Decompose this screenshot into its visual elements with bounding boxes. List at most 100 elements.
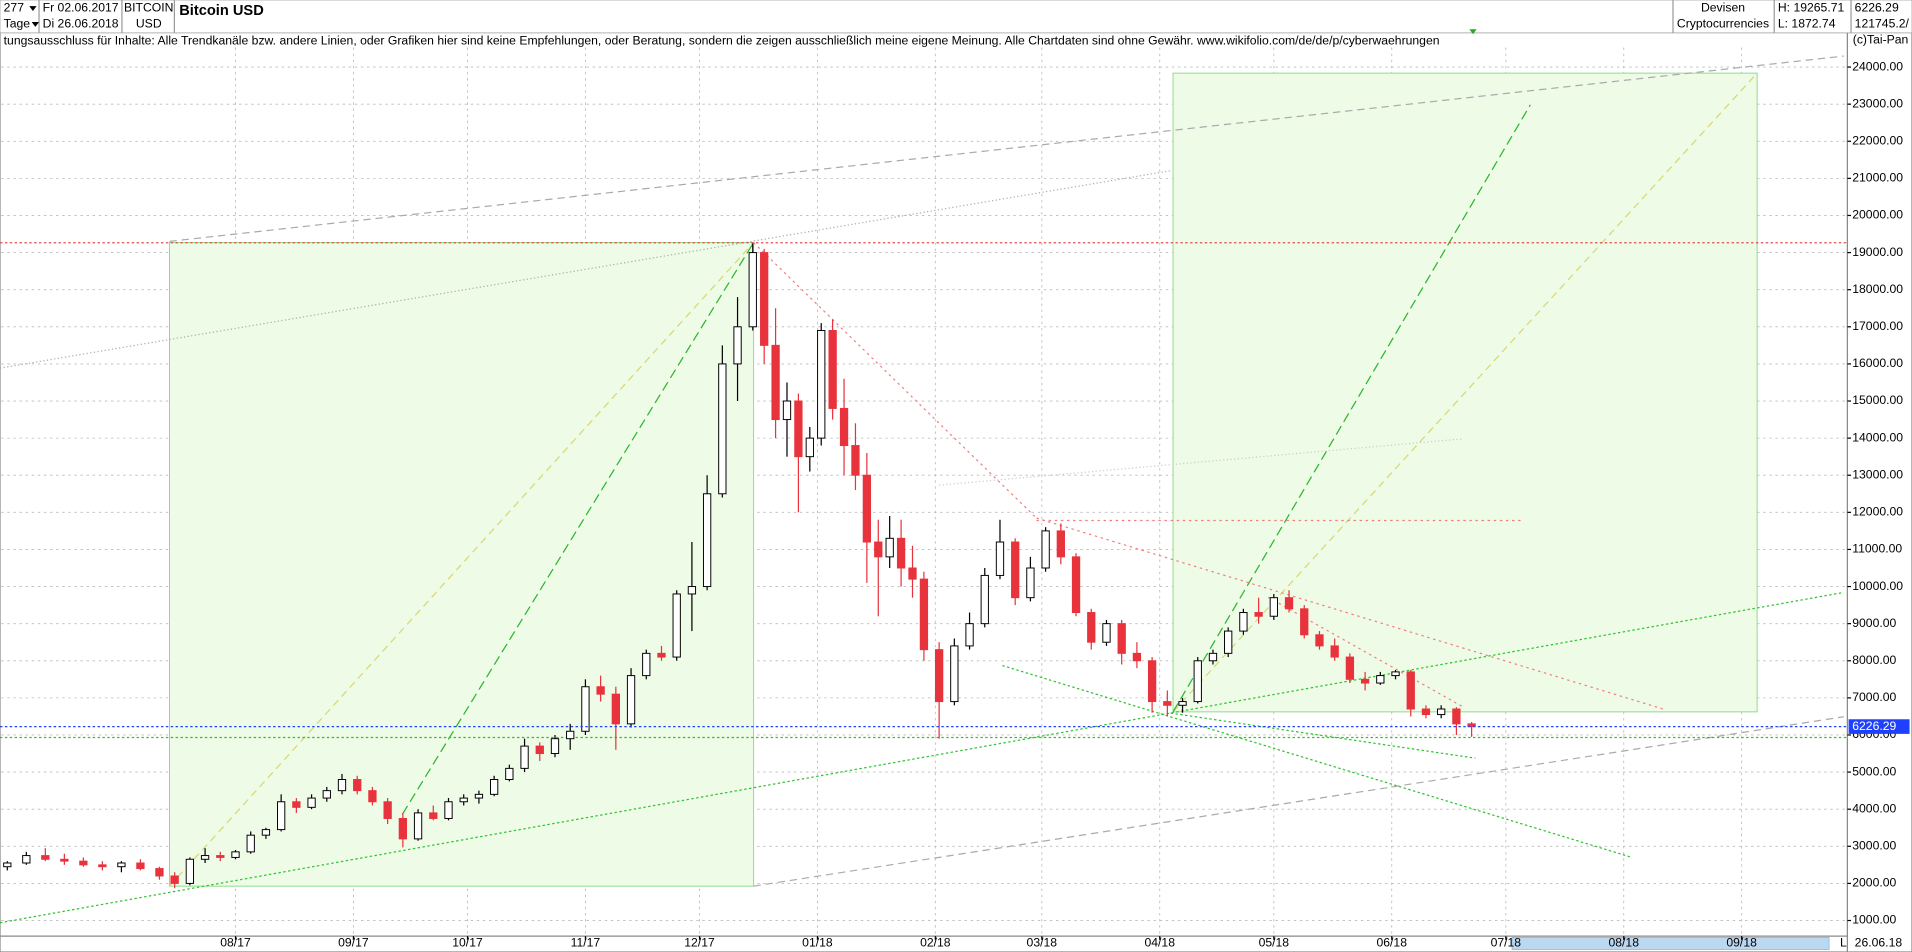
last-price-box: [1848, 719, 1910, 734]
candle-body: [782, 400, 792, 421]
candle-body: [79, 860, 88, 866]
candle-body: [596, 686, 605, 695]
candle-body: [1452, 708, 1461, 725]
trend-line: [753, 716, 1844, 887]
candle-body: [760, 252, 769, 346]
candle-body: [566, 730, 575, 740]
candle-body: [292, 801, 301, 808]
candle-body: [246, 834, 255, 853]
y-tick-label: 1000.00: [1852, 913, 1896, 927]
low-value: L: 1872.74: [1778, 17, 1836, 31]
instrument-title: Bitcoin USD: [179, 3, 264, 19]
y-tick-label: 2000.00: [1852, 876, 1896, 890]
y-tick-label: 12000.00: [1852, 505, 1903, 519]
candle-body: [261, 829, 271, 836]
x-tick-label: 08/18: [1608, 936, 1639, 950]
candle-body: [626, 675, 636, 725]
y-tick-label: 24000.00: [1852, 59, 1903, 73]
scrollbar[interactable]: [1511, 937, 1830, 950]
trend-line: [1172, 104, 1531, 713]
x-tick-label: 12/17: [684, 936, 715, 950]
y-tick-label: 14000.00: [1852, 430, 1903, 444]
y-tick-label: 23000.00: [1852, 96, 1903, 110]
candle-body: [1345, 656, 1355, 680]
candle-body: [429, 812, 438, 819]
candle-body: [353, 779, 362, 792]
group: Cryptocurrencies: [1677, 17, 1769, 31]
candle-body: [874, 541, 883, 558]
dropdown-arrow[interactable]: [31, 21, 40, 27]
candle-body: [1193, 660, 1202, 703]
x-tick-label: 06/18: [1376, 936, 1407, 950]
y-tick-label: 15000.00: [1852, 393, 1903, 407]
candle-body: [535, 745, 544, 755]
candles: [3, 243, 1476, 889]
candle-body: [817, 330, 826, 439]
trend-line: [0, 170, 1171, 369]
candle-body: [41, 855, 50, 860]
count-select[interactable]: 277: [4, 1, 25, 15]
y-tick-label: 22000.00: [1852, 133, 1903, 147]
candle-body: [805, 437, 814, 458]
candle-body: [1011, 541, 1020, 599]
scale-mode[interactable]: L: [1840, 936, 1847, 950]
x-tick-label: 11/17: [571, 936, 601, 950]
x-tick-label: 07/18: [1491, 936, 1522, 950]
end-date: Di 26.06.2018: [43, 17, 119, 31]
x-tick-label: 08/17: [220, 936, 251, 950]
y-tick-label: 3000.00: [1852, 839, 1896, 853]
candle-body: [771, 344, 780, 421]
candle-body: [60, 858, 69, 862]
dropdown-arrow[interactable]: [29, 6, 37, 11]
candle-body: [1071, 556, 1081, 614]
candle-body: [337, 779, 347, 792]
y-tick-label: 16000.00: [1852, 356, 1903, 370]
candle-body: [828, 330, 837, 409]
market: Devisen: [1701, 1, 1745, 15]
candle-body: [687, 586, 697, 595]
candle-body: [581, 686, 590, 732]
candle-body: [965, 623, 974, 647]
period-select[interactable]: Tage: [4, 17, 31, 31]
x-tick-label: 03/18: [1027, 936, 1058, 950]
current-date: 26.06.18: [1855, 936, 1903, 950]
candle-body: [1254, 612, 1263, 617]
x-tick-label: 04/18: [1144, 936, 1175, 950]
candle-body: [398, 817, 408, 840]
trend-line: [1172, 72, 1758, 713]
y-tick-label: 17000.00: [1852, 319, 1903, 333]
candle-body: [995, 541, 1005, 576]
candle-body: [489, 779, 499, 795]
trend-line: [0, 591, 1844, 924]
trend-line: [169, 55, 1844, 242]
candle-body: [1406, 671, 1415, 710]
volume: 121745.2/: [1855, 17, 1910, 31]
y-tick-label: 10000.00: [1852, 579, 1903, 593]
candle-body: [611, 693, 620, 725]
candle-body: [748, 252, 757, 328]
candle-body: [1421, 708, 1431, 716]
candle-body: [550, 738, 560, 755]
candle-body: [231, 851, 240, 858]
trend-line: [169, 242, 755, 887]
candle-body: [1467, 723, 1476, 728]
candle-body: [1376, 675, 1385, 684]
candle-body: [1056, 530, 1065, 558]
x-tick-label: 01/18: [802, 936, 833, 950]
candle-body: [672, 593, 681, 658]
y-tick-label: 21000.00: [1852, 171, 1903, 185]
candle-body: [1102, 623, 1111, 643]
candle-body: [1132, 652, 1142, 662]
candle-body: [117, 862, 126, 868]
candle-body: [520, 745, 529, 769]
candle-body: [1360, 678, 1370, 684]
last-price: 6226.29: [1855, 1, 1899, 15]
candle-body: [277, 801, 286, 831]
candle-body: [839, 407, 849, 447]
currency: USD: [136, 17, 162, 31]
candle-body: [862, 474, 872, 543]
candle-body: [1087, 612, 1096, 643]
candle-body: [1239, 612, 1248, 632]
symbol: BITCOIN: [124, 1, 173, 15]
